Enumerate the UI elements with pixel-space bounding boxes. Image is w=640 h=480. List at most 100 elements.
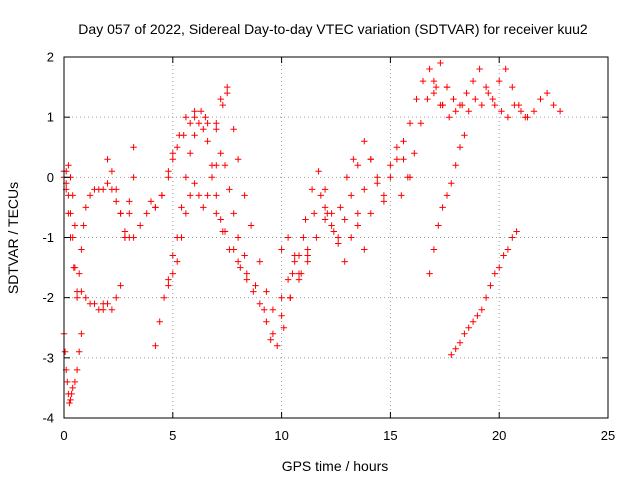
data-point bbox=[82, 204, 89, 211]
data-point bbox=[73, 366, 81, 374]
data-point bbox=[160, 294, 168, 301]
data-point bbox=[78, 330, 85, 337]
data-point bbox=[284, 276, 292, 283]
data-point bbox=[406, 120, 414, 127]
data-point bbox=[274, 342, 281, 349]
data-point bbox=[469, 77, 477, 85]
data-point bbox=[169, 252, 176, 259]
data-point bbox=[313, 234, 320, 241]
data-point bbox=[208, 174, 216, 181]
data-point bbox=[341, 216, 348, 223]
data-point bbox=[489, 95, 496, 103]
data-point bbox=[152, 342, 159, 349]
data-point bbox=[387, 174, 394, 181]
data-point bbox=[117, 210, 124, 217]
data-point bbox=[230, 210, 237, 217]
data-point bbox=[195, 120, 203, 127]
x-tick-label: 5 bbox=[169, 428, 176, 443]
data-point bbox=[126, 210, 133, 217]
data-point bbox=[230, 126, 237, 133]
data-point bbox=[350, 156, 357, 163]
data-point bbox=[197, 108, 205, 115]
data-point bbox=[509, 234, 516, 241]
data-point bbox=[393, 156, 401, 163]
data-point bbox=[69, 192, 76, 199]
data-point bbox=[465, 108, 472, 115]
data-point bbox=[263, 288, 270, 295]
data-point bbox=[213, 162, 220, 169]
data-point bbox=[178, 204, 185, 211]
data-point bbox=[509, 83, 516, 91]
data-point bbox=[66, 399, 73, 407]
y-tick-label: 0 bbox=[47, 170, 54, 185]
data-point bbox=[126, 198, 133, 205]
data-point bbox=[204, 192, 211, 199]
data-point bbox=[204, 138, 211, 145]
data-point bbox=[100, 186, 107, 193]
data-point bbox=[461, 330, 468, 337]
data-point bbox=[361, 186, 368, 193]
y-tick-label: 2 bbox=[47, 50, 54, 65]
data-point bbox=[430, 77, 438, 85]
data-point bbox=[224, 89, 231, 97]
data-point bbox=[217, 216, 224, 223]
data-point bbox=[121, 234, 129, 241]
data-point bbox=[78, 246, 85, 253]
data-point bbox=[311, 210, 318, 217]
data-point bbox=[502, 65, 509, 73]
data-point bbox=[250, 288, 257, 295]
data-point bbox=[82, 294, 89, 301]
data-point bbox=[515, 101, 522, 109]
data-point bbox=[321, 204, 329, 211]
data-point bbox=[200, 126, 207, 133]
data-point bbox=[361, 138, 368, 145]
data-point bbox=[71, 378, 79, 386]
data-point bbox=[158, 192, 166, 199]
data-point bbox=[256, 258, 263, 265]
data-point bbox=[64, 378, 71, 386]
data-point bbox=[182, 114, 190, 121]
data-point bbox=[71, 264, 79, 271]
data-point bbox=[104, 180, 111, 187]
data-point bbox=[202, 114, 209, 121]
data-point bbox=[130, 144, 137, 151]
data-point bbox=[187, 150, 194, 157]
data-point bbox=[513, 228, 520, 235]
data-point bbox=[261, 306, 268, 313]
data-point bbox=[448, 351, 455, 358]
data-point bbox=[165, 276, 172, 283]
data-point bbox=[330, 228, 337, 235]
data-point bbox=[278, 246, 285, 253]
data-point bbox=[224, 83, 231, 91]
data-point bbox=[348, 192, 355, 199]
data-point bbox=[174, 144, 181, 151]
data-point bbox=[300, 234, 307, 241]
data-point bbox=[117, 282, 124, 289]
data-point bbox=[113, 198, 120, 205]
data-point bbox=[61, 348, 69, 355]
data-point bbox=[550, 101, 557, 109]
data-point bbox=[298, 270, 305, 277]
data-point bbox=[504, 246, 512, 253]
tick-labels: 0 5 10 15 20 25 -4 -3 -2 -1 0 1 2 bbox=[42, 50, 615, 444]
data-point bbox=[169, 270, 176, 277]
data-point bbox=[263, 318, 270, 325]
data-point bbox=[256, 300, 263, 307]
data-point bbox=[278, 294, 285, 301]
data-point bbox=[426, 270, 433, 277]
data-point bbox=[556, 108, 564, 115]
data-point bbox=[374, 180, 381, 187]
data-point bbox=[478, 101, 485, 109]
data-point bbox=[321, 216, 329, 223]
x-tick-label: 0 bbox=[60, 428, 67, 443]
data-point bbox=[335, 234, 342, 241]
x-tick-label: 15 bbox=[383, 428, 397, 443]
data-point bbox=[463, 89, 470, 97]
data-point bbox=[213, 192, 220, 199]
data-point bbox=[269, 306, 277, 313]
data-point bbox=[176, 132, 183, 139]
data-point bbox=[204, 120, 211, 127]
data-point bbox=[491, 270, 498, 277]
y-axis-label: SDTVAR / TECUs bbox=[5, 182, 21, 294]
data-point bbox=[289, 270, 296, 277]
